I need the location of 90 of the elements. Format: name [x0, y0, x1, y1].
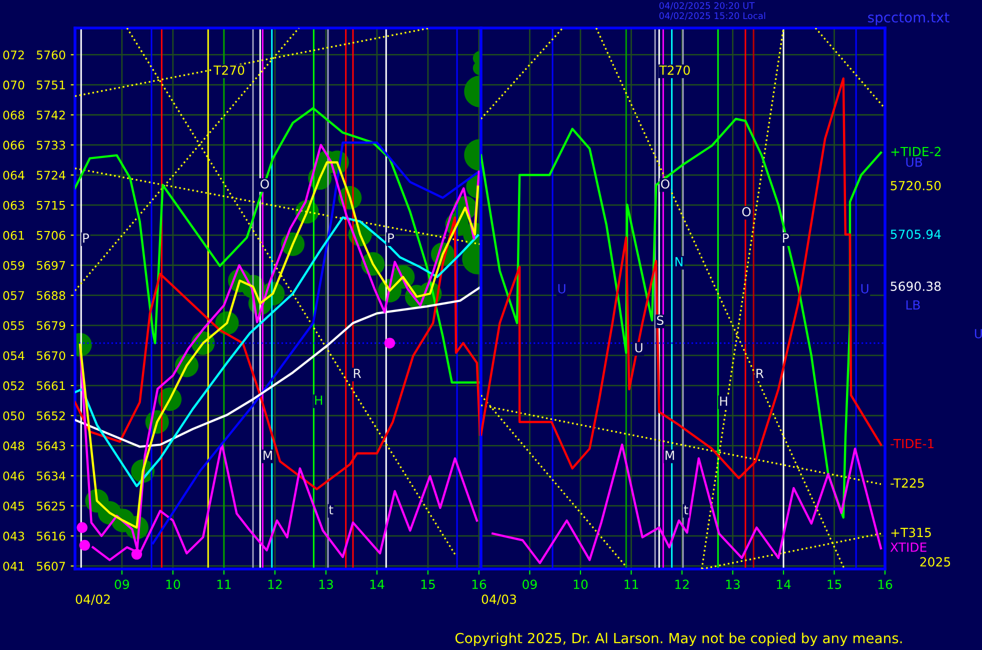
y-tick-label: 5724	[36, 170, 66, 180]
y-tick-label: 5643	[36, 441, 66, 450]
x-tick-label: 15	[421, 580, 435, 590]
annotation: M	[666, 450, 674, 460]
series-label: +T315	[891, 528, 931, 538]
annotation: P	[388, 234, 394, 243]
y-tick-label: 5760	[36, 50, 66, 60]
text: 2025	[920, 557, 950, 567]
y2-tick-label: 072	[3, 50, 24, 60]
y-tick-label: 5697	[36, 260, 65, 270]
annotation: U	[861, 284, 868, 294]
y-tick-label: 5706	[36, 230, 66, 240]
series-label: -TIDE-1	[890, 439, 934, 448]
y-tick-label: 5670	[36, 351, 66, 360]
annotation: H	[315, 396, 322, 405]
y2-tick-label: 063	[3, 200, 24, 210]
annotation: R	[756, 368, 764, 378]
x-tick-label: 10	[166, 580, 180, 590]
y-tick-label: 5751	[36, 80, 65, 90]
text: Copyright 2025, Dr. Al Larson. May not be copied by any means.	[455, 632, 902, 646]
y-tick-label: 5634	[36, 471, 66, 480]
x-tick-label: 16	[472, 580, 486, 590]
series-label: -T225	[890, 478, 924, 488]
y-tick-label: 5742	[36, 110, 65, 120]
annotation: H	[720, 396, 728, 406]
x-tick-label: 14	[776, 580, 791, 589]
y-tick-label: 5652	[36, 411, 65, 420]
x-tick-label: 09	[114, 580, 129, 590]
x-tick-label: 15	[828, 580, 842, 590]
series-label: XTIDE	[890, 542, 926, 552]
y2-tick-label: 055	[3, 321, 24, 330]
chart-subtitle: 04/02/2025 20:20 UT 04/02/2025 15:20 Local	[659, 2, 766, 20]
y-tick-label: 5661	[36, 381, 65, 390]
text: 5720.50	[890, 180, 941, 190]
x-tick-label: 09	[522, 580, 537, 590]
x-tick-label: 10	[574, 580, 588, 590]
x-tick-label: 14	[370, 580, 384, 589]
y-tick-label: 5616	[36, 532, 66, 541]
y2-tick-label: 070	[3, 80, 24, 90]
annotation: O	[260, 179, 269, 189]
y2-tick-label: 057	[3, 291, 24, 300]
text: LB	[906, 300, 920, 310]
y2-tick-label: 046	[3, 471, 24, 480]
y-tick-label: 5625	[36, 502, 65, 510]
y2-tick-label: 064	[3, 170, 24, 180]
text: U	[974, 329, 982, 338]
y2-tick-label: 043	[3, 532, 24, 541]
text: 5705.94	[890, 230, 941, 239]
y2-tick-label: 068	[3, 110, 24, 120]
annotation: R	[354, 368, 362, 378]
annotation: T270	[659, 65, 690, 75]
annotation: O	[742, 206, 751, 216]
annotation: S	[657, 316, 664, 326]
annotation: P	[782, 234, 789, 243]
text: spcctom.txt	[868, 12, 950, 26]
annotation: O	[661, 179, 670, 189]
annotation: t	[328, 506, 334, 514]
annotation: P	[83, 234, 90, 243]
annotation: t	[684, 506, 688, 514]
y2-tick-label: 059	[3, 260, 24, 270]
x-axis-title: 04/02	[76, 594, 110, 605]
y2-tick-label: 048	[3, 441, 24, 450]
y2-tick-label: 061	[3, 230, 24, 240]
y2-tick-label: 045	[3, 502, 24, 510]
y2-tick-label: 041	[3, 562, 24, 571]
text: 5690.38	[890, 282, 941, 291]
x-tick-label: 11	[217, 580, 231, 589]
y2-tick-label: 052	[3, 381, 24, 390]
annotation: M	[264, 450, 272, 460]
y-tick-label: 5715	[36, 200, 65, 210]
annotation: T270	[213, 65, 244, 75]
x-axis-title: 04/03	[482, 594, 516, 605]
x-tick-label: 12	[268, 580, 282, 589]
y2-tick-label: 050	[3, 411, 24, 420]
y2-tick-label: 054	[3, 351, 24, 360]
y-tick-label: 5607	[36, 562, 65, 571]
x-tick-label: 13	[726, 580, 740, 590]
series-label: +TIDE-2	[891, 146, 941, 156]
x-tick-label: 16	[878, 580, 892, 590]
y-tick-label: 5688	[36, 291, 66, 300]
y2-tick-label: 066	[3, 140, 24, 150]
x-tick-label: 12	[675, 580, 689, 589]
x-tick-label: 11	[624, 580, 638, 589]
annotation: N	[676, 257, 682, 266]
x-tick-label: 13	[319, 580, 333, 590]
text: UB	[906, 158, 922, 167]
annotation: U	[635, 343, 642, 352]
y-tick-label: 5733	[36, 140, 66, 150]
y-tick-label: 5679	[36, 321, 66, 330]
annotation: U	[558, 284, 566, 294]
